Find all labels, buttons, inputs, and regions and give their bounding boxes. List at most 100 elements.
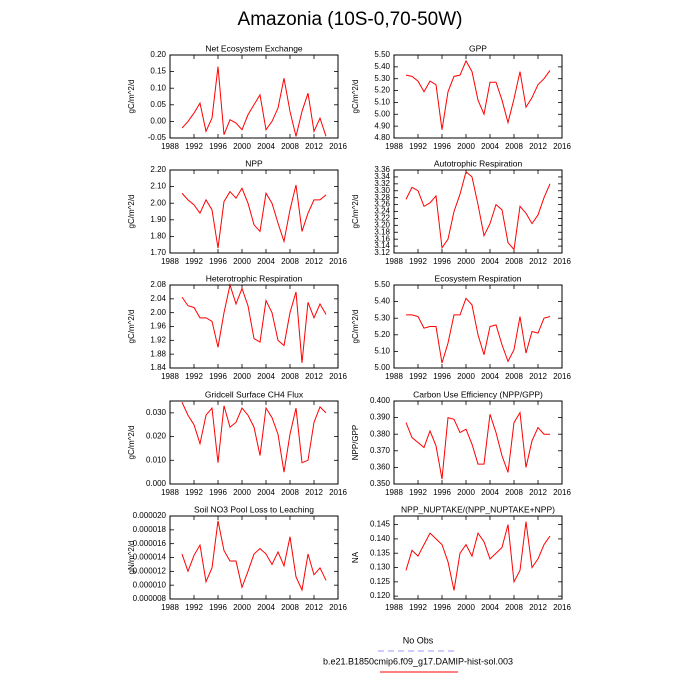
x-tick-label: 2000 <box>233 257 251 266</box>
y-tick-label: 0.390 <box>370 413 391 422</box>
x-tick-label: 1992 <box>185 603 203 612</box>
x-tick-label: 2012 <box>529 142 547 151</box>
panel-title: Carbon Use Efficiency (NPP/GPP) <box>413 389 543 399</box>
y-tick-label: 5.10 <box>374 347 390 356</box>
y-tick-label: 5.40 <box>374 297 390 306</box>
x-tick-label: 2012 <box>305 603 323 612</box>
y-tick-label: 5.00 <box>374 363 390 372</box>
y-axis-label: gC/m^2/d <box>351 80 360 114</box>
y-tick-label: 2.04 <box>150 294 166 303</box>
y-tick-label: 2.08 <box>150 280 166 289</box>
y-tick-label: 3.24 <box>374 207 390 216</box>
y-tick-label: 3.36 <box>374 165 390 174</box>
y-tick-label: 5.20 <box>374 86 390 95</box>
x-tick-label: 2008 <box>281 257 299 266</box>
y-tick-label: 4.90 <box>374 121 390 130</box>
x-tick-label: 2008 <box>505 603 523 612</box>
x-tick-label: 2000 <box>233 142 251 151</box>
y-axis-label: gC/m^2/d <box>127 310 136 344</box>
x-tick-label: 1988 <box>385 488 403 497</box>
x-tick-label: 2008 <box>281 142 299 151</box>
y-tick-label: 0.000020 <box>133 511 167 520</box>
panel-title: Autotrophic Respiration <box>434 158 523 168</box>
x-tick-label: 2012 <box>305 257 323 266</box>
y-tick-label: 5.50 <box>374 50 390 59</box>
y-tick-label: 3.20 <box>374 220 390 229</box>
plot-frame <box>169 169 339 254</box>
panel-title: NPP_NUPTAKE/(NPP_NUPTAKE+NPP) <box>401 504 555 514</box>
x-tick-label: 2008 <box>281 603 299 612</box>
x-tick-label: 2012 <box>529 257 547 266</box>
y-tick-label: 1.92 <box>150 335 166 344</box>
x-tick-label: 2016 <box>553 372 571 381</box>
x-tick-label: 2016 <box>553 603 571 612</box>
x-tick-label: 1992 <box>409 257 427 266</box>
x-tick-label: 2012 <box>529 488 547 497</box>
x-tick-label: 1996 <box>209 603 227 612</box>
y-tick-label: 0.135 <box>370 548 391 557</box>
x-tick-label: 1988 <box>161 257 179 266</box>
x-tick-label: 2004 <box>481 488 499 497</box>
x-tick-label: 1988 <box>385 142 403 151</box>
x-tick-label: 2012 <box>305 142 323 151</box>
x-tick-label: 2000 <box>457 257 475 266</box>
y-tick-label: 0.370 <box>370 446 391 455</box>
legend-label: b.e21.B1850cmip6.f09_g17.DAMIP-hist-sol.… <box>323 656 513 666</box>
panel-title: Heterotrophic Respiration <box>206 273 303 283</box>
y-tick-label: 5.40 <box>374 62 390 71</box>
data-line <box>181 66 327 137</box>
panel-title: Soil NO3 Pool Loss to Leaching <box>194 504 314 514</box>
y-axis-label: gC/m^2/d <box>127 80 136 114</box>
plot-frame <box>393 515 563 600</box>
x-tick-label: 2012 <box>305 372 323 381</box>
x-tick-label: 2008 <box>281 372 299 381</box>
plot-frame <box>169 400 339 485</box>
y-tick-label: -0.05 <box>148 133 167 142</box>
y-tick-label: 1.80 <box>150 232 166 241</box>
data-line <box>181 401 327 473</box>
x-tick-label: 2008 <box>505 257 523 266</box>
plot-frame <box>393 54 563 139</box>
y-tick-label: 1.90 <box>150 215 166 224</box>
x-tick-label: 1996 <box>433 488 451 497</box>
x-tick-label: 2016 <box>329 257 347 266</box>
y-tick-label: 3.30 <box>374 186 390 195</box>
y-tick-label: 0.000016 <box>133 539 167 548</box>
y-tick-label: 3.12 <box>374 248 390 257</box>
y-tick-label: 3.32 <box>374 179 390 188</box>
y-axis-label: NA <box>351 551 360 563</box>
x-tick-label: 2016 <box>329 603 347 612</box>
x-tick-label: 1992 <box>185 142 203 151</box>
panel-title: Ecosystem Respiration <box>435 273 522 283</box>
y-tick-label: 5.00 <box>374 109 390 118</box>
data-line <box>406 297 551 364</box>
x-tick-label: 2016 <box>329 488 347 497</box>
x-tick-label: 1996 <box>209 372 227 381</box>
x-tick-label: 1992 <box>409 372 427 381</box>
y-tick-label: 4.80 <box>374 133 390 142</box>
x-tick-label: 2000 <box>457 488 475 497</box>
y-tick-label: 0.000 <box>146 479 167 488</box>
x-tick-label: 1992 <box>409 488 427 497</box>
x-tick-label: 1992 <box>185 372 203 381</box>
data-line <box>405 170 551 251</box>
y-axis-label: gC/m^2/d <box>351 310 360 344</box>
x-tick-label: 2004 <box>481 142 499 151</box>
y-axis-label: gC/m^2/d <box>351 195 360 229</box>
x-tick-label: 1992 <box>185 488 203 497</box>
x-tick-label: 1992 <box>409 603 427 612</box>
page-title: Amazonia (10S-0,70-50W) <box>238 9 463 30</box>
y-tick-label: 0.000010 <box>133 580 167 589</box>
data-line <box>405 59 551 130</box>
x-tick-label: 1988 <box>385 603 403 612</box>
x-tick-label: 2004 <box>481 257 499 266</box>
y-tick-label: 3.28 <box>374 193 390 202</box>
x-tick-label: 2004 <box>257 488 275 497</box>
y-tick-label: 2.00 <box>150 308 166 317</box>
y-tick-label: 0.360 <box>370 463 391 472</box>
panel-title: Gridcell Surface CH4 Flux <box>205 389 304 399</box>
y-tick-label: 3.16 <box>374 234 390 243</box>
x-tick-label: 2008 <box>281 488 299 497</box>
